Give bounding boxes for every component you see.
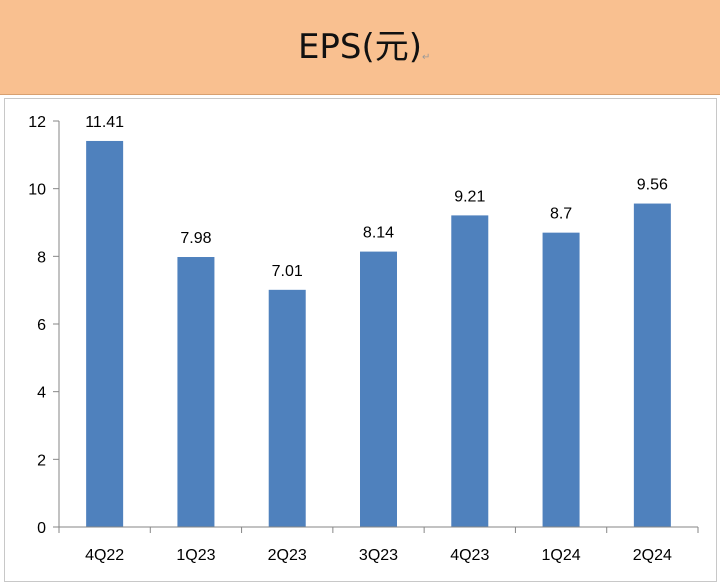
x-tick-label: 2Q23 [268, 547, 307, 564]
bars [86, 140, 671, 527]
y-tick-label: 4 [37, 385, 46, 402]
return-mark: ↵ [422, 52, 431, 63]
bar-4q22 [86, 140, 124, 527]
y-axis: 0 2 4 6 8 10 12 [28, 114, 60, 537]
y-tick-label: 2 [37, 452, 46, 469]
data-label-2q23: 7.01 [272, 263, 303, 280]
chart-title: EPS(元) [297, 27, 423, 67]
bar-2q23 [268, 289, 306, 527]
x-tick-label: 4Q23 [450, 547, 489, 564]
y-tick-label: 12 [28, 114, 46, 131]
data-label-3q23: 8.14 [363, 225, 394, 242]
data-label-1q24: 8.7 [550, 206, 572, 223]
data-labels: 11.41 7.98 7.01 8.14 9.21 8.7 9.56 [85, 114, 668, 280]
chart-header: EPS(元) ↵ [0, 0, 720, 95]
x-axis: 4Q22 1Q23 2Q23 3Q23 4Q23 1Q24 2Q24 [58, 526, 699, 564]
bar-1q23 [177, 257, 215, 527]
x-tick-label: 4Q22 [85, 547, 124, 564]
y-tick-label: 10 [28, 182, 46, 199]
x-tick-label: 2Q24 [633, 547, 672, 564]
data-label-1q23: 7.98 [180, 230, 211, 247]
y-tick-label: 8 [37, 249, 46, 266]
bar-2q24 [633, 203, 671, 527]
y-tick-label: 6 [37, 317, 46, 334]
bar-1q24 [542, 232, 580, 527]
x-tick-label: 1Q24 [542, 547, 581, 564]
bar-3q23 [360, 251, 397, 527]
y-tick-label: 0 [37, 520, 46, 537]
chart-frame [4, 98, 717, 582]
x-tick-label: 1Q23 [176, 547, 215, 564]
bar-4q23 [451, 215, 489, 527]
data-label-2q24: 9.56 [637, 177, 668, 194]
x-tick-label: 3Q23 [359, 547, 398, 564]
data-label-4q22: 11.41 [85, 114, 124, 131]
data-label-4q23: 9.21 [454, 188, 485, 205]
